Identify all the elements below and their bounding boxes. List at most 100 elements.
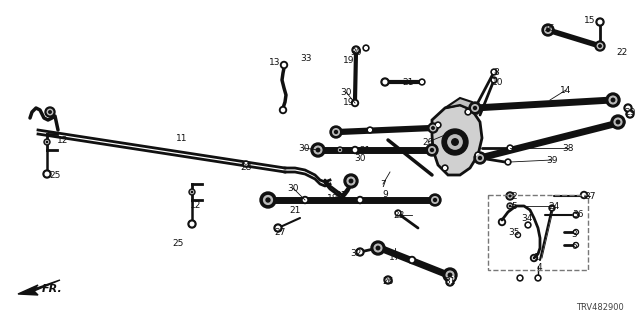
Circle shape [450,276,454,280]
Circle shape [597,43,603,49]
Circle shape [507,203,513,209]
Circle shape [358,250,362,254]
Text: 3: 3 [571,229,577,238]
Text: 30: 30 [340,87,352,97]
Circle shape [545,27,551,33]
Circle shape [448,280,452,284]
Text: 28: 28 [240,163,252,172]
Circle shape [624,104,632,112]
Circle shape [507,161,509,163]
Circle shape [376,246,380,250]
Text: 30: 30 [355,154,365,163]
Circle shape [337,147,343,153]
Circle shape [432,127,435,129]
Circle shape [491,69,497,75]
Circle shape [518,277,522,279]
Circle shape [356,196,364,204]
Circle shape [474,152,486,164]
Circle shape [509,205,511,207]
Circle shape [509,204,511,207]
Circle shape [542,24,554,36]
Bar [488,195,588,270]
Polygon shape [432,105,482,175]
Circle shape [419,79,425,85]
Circle shape [316,148,320,152]
Circle shape [517,234,519,236]
Circle shape [353,101,356,105]
Circle shape [575,214,577,216]
Circle shape [47,109,52,115]
Circle shape [282,108,285,112]
Circle shape [314,146,322,154]
Text: 31: 31 [444,277,456,286]
Circle shape [493,71,495,73]
Circle shape [44,139,50,145]
Circle shape [527,224,529,226]
Text: 4: 4 [536,263,542,273]
Circle shape [347,177,355,185]
Text: 12: 12 [58,135,68,145]
Circle shape [611,98,615,102]
Text: 1: 1 [534,253,540,262]
Circle shape [365,47,367,49]
Circle shape [349,179,353,183]
Circle shape [190,222,194,226]
Circle shape [408,257,415,263]
Text: 8: 8 [493,68,499,76]
Circle shape [469,102,481,114]
Circle shape [446,271,454,279]
Circle shape [573,243,579,247]
Circle shape [383,80,387,84]
Circle shape [339,149,340,151]
Circle shape [430,125,436,131]
Text: 18: 18 [327,194,339,203]
Circle shape [448,273,452,277]
Circle shape [386,278,390,282]
Circle shape [505,159,511,165]
Text: 24: 24 [548,202,559,211]
Circle shape [311,143,325,157]
Text: TRV482900: TRV482900 [576,303,624,313]
Circle shape [506,192,514,200]
Circle shape [280,107,287,114]
Circle shape [45,172,49,176]
Circle shape [599,45,601,47]
Circle shape [616,120,620,124]
Circle shape [244,163,247,165]
Circle shape [509,195,511,197]
Circle shape [550,207,554,209]
Circle shape [477,154,479,156]
Circle shape [493,79,495,81]
Circle shape [371,241,385,255]
Text: 32: 32 [350,249,362,258]
Text: 25: 25 [172,238,184,247]
Circle shape [453,140,457,144]
Circle shape [491,77,497,83]
Circle shape [330,126,342,138]
Text: 21: 21 [403,77,413,86]
Text: 33: 33 [300,53,312,62]
Circle shape [507,145,513,151]
Circle shape [282,63,285,67]
Circle shape [472,105,478,111]
Text: 16: 16 [544,23,556,33]
Circle shape [595,41,605,51]
Circle shape [500,220,504,224]
Text: 35: 35 [508,228,520,236]
Circle shape [598,20,602,24]
Text: 5: 5 [511,202,517,211]
Text: 7: 7 [380,180,386,188]
Circle shape [410,259,413,261]
Circle shape [381,78,389,86]
Text: 9: 9 [382,189,388,198]
Text: 21: 21 [335,190,347,199]
Circle shape [352,46,360,54]
Text: 36: 36 [572,210,584,219]
Circle shape [575,231,577,233]
Circle shape [432,197,438,203]
Circle shape [479,156,481,159]
Circle shape [596,18,604,26]
Circle shape [508,194,512,198]
Circle shape [374,244,382,252]
Circle shape [433,198,436,202]
